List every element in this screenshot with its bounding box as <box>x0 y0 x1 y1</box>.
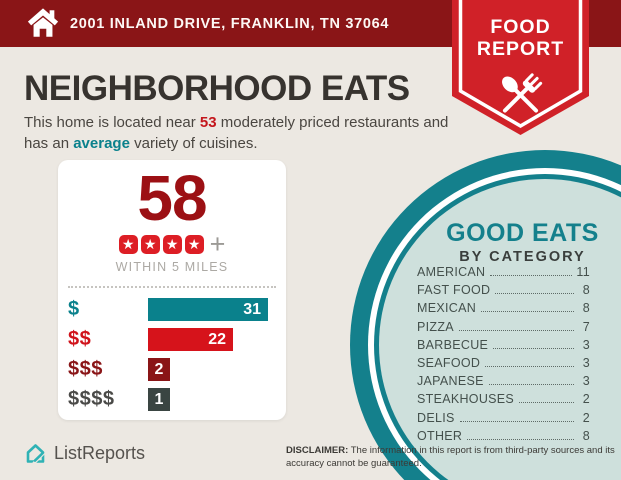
price-tier-label: $$$$ <box>68 388 115 410</box>
category-list: AMERICAN 11 FAST FOOD 8 MEXICAN 8 PIZZA 7 BARBEC… <box>417 265 590 447</box>
good-eats-header: GOOD EATS BY CATEGORY <box>420 219 621 265</box>
star-icon: ★ <box>162 234 182 254</box>
category-name: SEAFOOD <box>417 355 481 370</box>
star-rating: ★ ★ ★ ★ + <box>58 228 286 259</box>
price-bars: $31 $$ 22 $$$ 2 $$$$ 1 <box>58 298 286 411</box>
category-row: OTHER 8 <box>417 429 590 447</box>
category-value: 8 <box>582 283 590 298</box>
restaurant-count-highlight: 53 <box>199 114 217 131</box>
category-row: PIZZA 7 <box>417 320 590 338</box>
leader-dots <box>495 293 574 295</box>
badge-title-line1: FOOD <box>490 16 550 38</box>
category-name: JAPANESE <box>417 374 484 389</box>
brand-logo-icon <box>26 444 45 465</box>
leader-dots <box>493 347 574 349</box>
badge-title-line2: REPORT <box>477 38 564 60</box>
category-value: 2 <box>582 392 590 407</box>
category-row: MEXICAN 8 <box>417 301 590 319</box>
price-tier-label: $$$ <box>68 358 103 380</box>
leader-dots <box>481 311 574 313</box>
leader-dots <box>485 365 574 367</box>
radius-caption: WITHIN 5 MILES <box>115 260 229 274</box>
price-bar-row: $$$ 2 <box>68 358 276 381</box>
leader-dots <box>490 275 573 276</box>
card-divider <box>68 286 276 288</box>
brand-name: ListReports <box>54 443 146 463</box>
disclaimer-text: The information in this report is from t… <box>286 445 615 469</box>
category-row: FAST FOOD 8 <box>417 283 590 301</box>
category-row: BARBECUE 3 <box>417 338 590 356</box>
category-name: OTHER <box>417 428 463 443</box>
cuisine-variety-highlight: average <box>73 135 130 152</box>
star-icon: ★ <box>184 234 204 254</box>
price-tier-label: $$ <box>68 328 92 350</box>
summary-card: 58 ★ ★ ★ ★ + WITHIN 5 MILES $31 $$ 22 $$$ 2 $$$$ 1 <box>58 160 286 420</box>
category-value: 8 <box>582 428 590 443</box>
category-value: 8 <box>582 301 590 316</box>
price-bar-value: 2 <box>154 360 164 378</box>
category-row: SEAFOOD 3 <box>417 356 590 374</box>
home-icon <box>27 8 59 37</box>
property-address: 2001 INLAND DRIVE, FRANKLIN, TN 37064 <box>70 15 390 32</box>
disclaimer-label: DISCLAIMER: <box>286 445 349 456</box>
price-bar: 2 <box>148 358 170 381</box>
good-eats-subtitle: BY CATEGORY <box>459 249 586 265</box>
price-bar: 22 <box>148 328 233 351</box>
category-name: FAST FOOD <box>417 283 491 298</box>
price-bar-row: $31 <box>68 298 276 321</box>
restaurant-count: 58 <box>137 162 207 234</box>
category-row: STEAKHOUSES 2 <box>417 392 590 410</box>
price-tier-label: $ <box>68 298 80 320</box>
page-subtitle: This home is located near 53 moderately … <box>24 114 449 152</box>
leader-dots <box>488 384 574 386</box>
price-bar-value: 31 <box>243 300 261 318</box>
food-report-badge: FOOD REPORT <box>452 0 589 135</box>
leader-dots <box>519 402 574 404</box>
price-bar-value: 1 <box>154 390 164 408</box>
category-name: BARBECUE <box>417 337 489 352</box>
leader-dots <box>459 420 574 422</box>
plus-icon: + <box>209 228 226 259</box>
subtitle-text: This home is located near <box>24 114 200 131</box>
category-value: 11 <box>576 265 590 279</box>
star-icon: ★ <box>118 234 138 254</box>
star-icon: ★ <box>140 234 160 254</box>
price-bar-row: $$$$ 1 <box>68 388 276 411</box>
price-bar: 1 <box>148 388 170 411</box>
category-row: DELIS 2 <box>417 411 590 429</box>
brand-logo: ListReports <box>24 442 145 465</box>
leader-dots <box>458 329 574 331</box>
category-value: 3 <box>582 337 590 352</box>
category-value: 2 <box>582 410 590 425</box>
category-value: 7 <box>582 319 590 334</box>
category-name: STEAKHOUSES <box>417 392 515 407</box>
category-name: DELIS <box>417 410 455 425</box>
category-name: AMERICAN <box>417 265 486 279</box>
category-name: PIZZA <box>417 319 454 334</box>
price-bar-value: 22 <box>208 330 226 348</box>
utensils-icon <box>502 73 543 113</box>
price-bar-row: $$ 22 <box>68 328 276 351</box>
category-row: AMERICAN 11 <box>417 265 590 283</box>
category-name: MEXICAN <box>417 301 477 316</box>
page-title: NEIGHBORHOOD EATS <box>24 69 410 108</box>
leader-dots <box>467 438 574 440</box>
category-row: JAPANESE 3 <box>417 374 590 392</box>
category-value: 3 <box>582 374 590 389</box>
good-eats-title: GOOD EATS <box>446 219 599 247</box>
disclaimer: DISCLAIMER: The information in this repo… <box>286 445 621 470</box>
category-value: 3 <box>582 355 590 370</box>
price-bar: 31 <box>148 298 268 321</box>
